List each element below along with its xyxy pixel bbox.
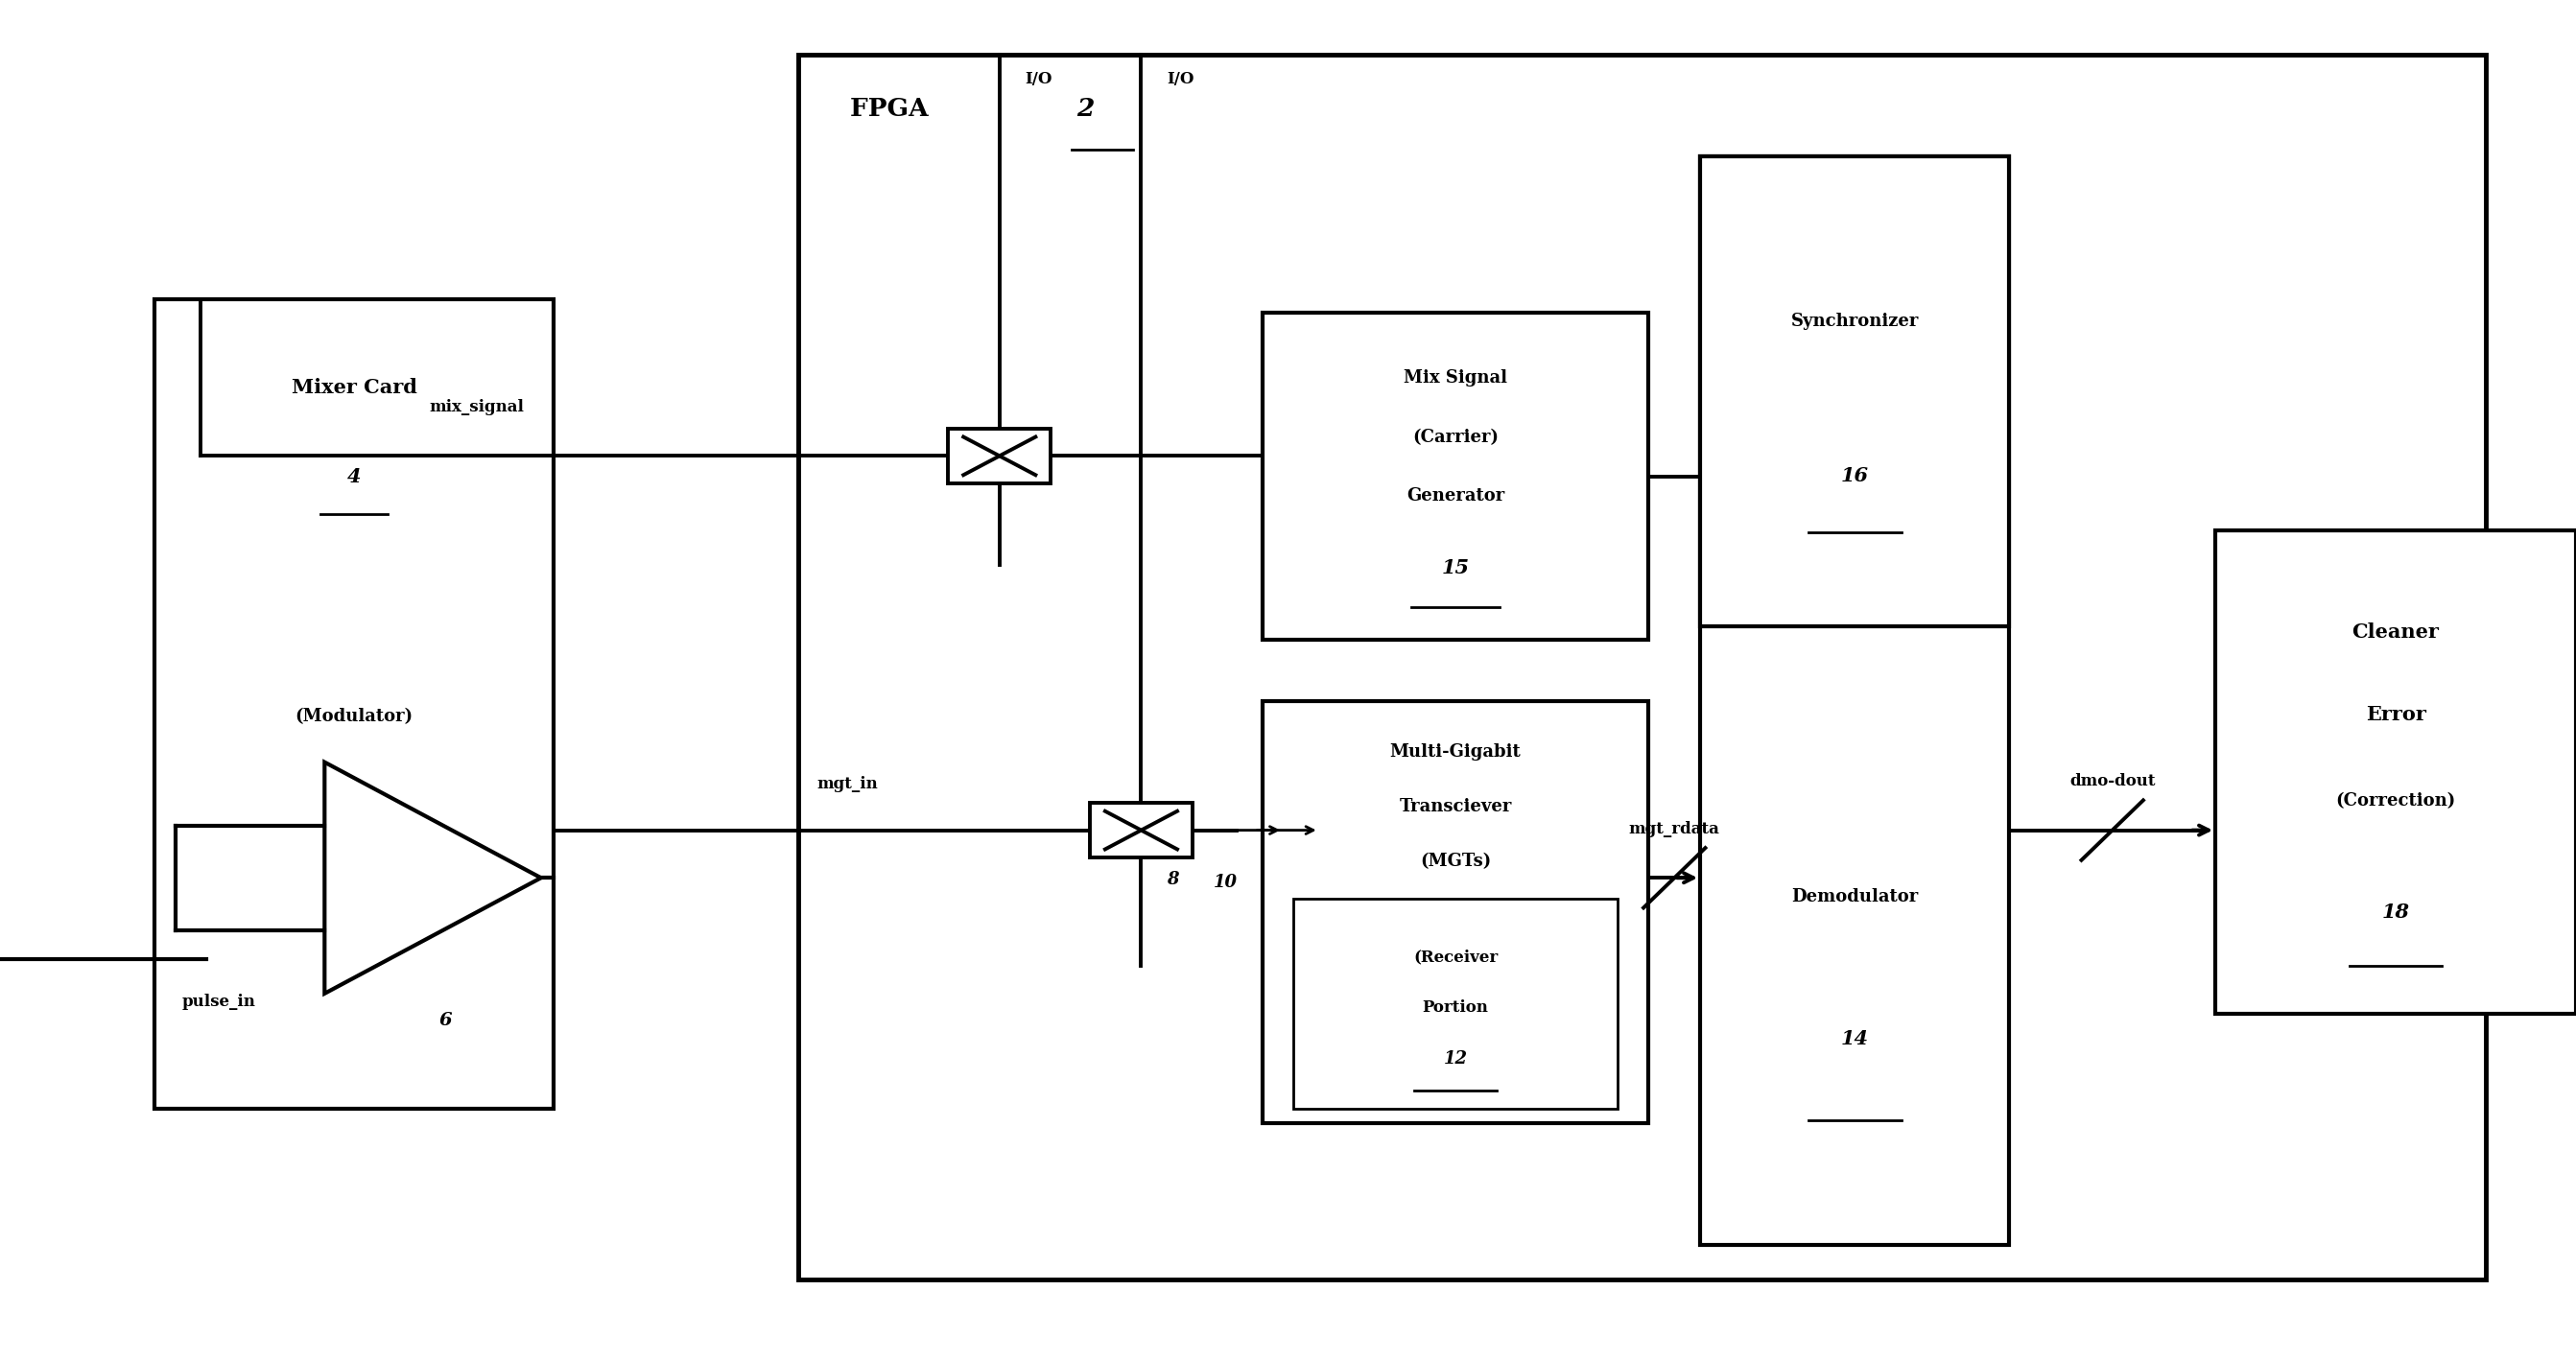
Text: Cleaner: Cleaner — [2352, 623, 2439, 642]
Bar — [948, 429, 1051, 483]
Text: Multi-Gigabit: Multi-Gigabit — [1391, 743, 1520, 761]
Text: 16: 16 — [1842, 467, 1868, 486]
Text: (MGTs): (MGTs) — [1419, 852, 1492, 870]
Text: I/O: I/O — [1167, 71, 1195, 87]
Text: Error: Error — [2365, 705, 2427, 724]
Text: 6: 6 — [438, 1013, 453, 1029]
Text: pulse_in: pulse_in — [183, 994, 255, 1010]
Text: 8: 8 — [1167, 871, 1180, 889]
Bar — [1262, 701, 1649, 1123]
Bar — [1293, 898, 1618, 1109]
Text: mix_signal: mix_signal — [430, 399, 523, 415]
Text: FPGA: FPGA — [850, 97, 945, 121]
Text: Transciever: Transciever — [1399, 798, 1512, 815]
Text: Mixer Card: Mixer Card — [291, 378, 417, 397]
Bar — [1262, 313, 1649, 640]
Text: Portion: Portion — [1422, 1000, 1489, 1017]
Text: (Correction): (Correction) — [2336, 792, 2455, 810]
Text: dmo-dout: dmo-dout — [2069, 773, 2156, 789]
Bar — [1700, 157, 2009, 1245]
Bar — [155, 299, 554, 1109]
Text: 2: 2 — [1077, 97, 1095, 121]
Text: mgt_rdata: mgt_rdata — [1628, 821, 1721, 837]
Text: I/O: I/O — [1025, 71, 1054, 87]
Bar — [1700, 157, 2009, 626]
Text: 15: 15 — [1443, 558, 1468, 577]
Text: Synchronizer: Synchronizer — [1790, 312, 1919, 329]
Text: (Receiver: (Receiver — [1414, 949, 1497, 965]
Text: 10: 10 — [1213, 874, 1236, 891]
Bar — [2215, 531, 2576, 1014]
Text: 14: 14 — [1842, 1029, 1868, 1048]
Text: (Carrier): (Carrier) — [1412, 429, 1499, 446]
Text: (Modulator): (Modulator) — [296, 708, 412, 725]
Text: 12: 12 — [1443, 1049, 1468, 1067]
Text: Demodulator: Demodulator — [1790, 889, 1919, 905]
Bar — [1090, 803, 1193, 857]
Text: mgt_in: mgt_in — [817, 776, 878, 792]
Text: Generator: Generator — [1406, 487, 1504, 505]
Text: 18: 18 — [2383, 902, 2409, 921]
Bar — [799, 54, 2486, 1279]
Text: Mix Signal: Mix Signal — [1404, 370, 1507, 387]
Text: 4: 4 — [348, 467, 361, 486]
